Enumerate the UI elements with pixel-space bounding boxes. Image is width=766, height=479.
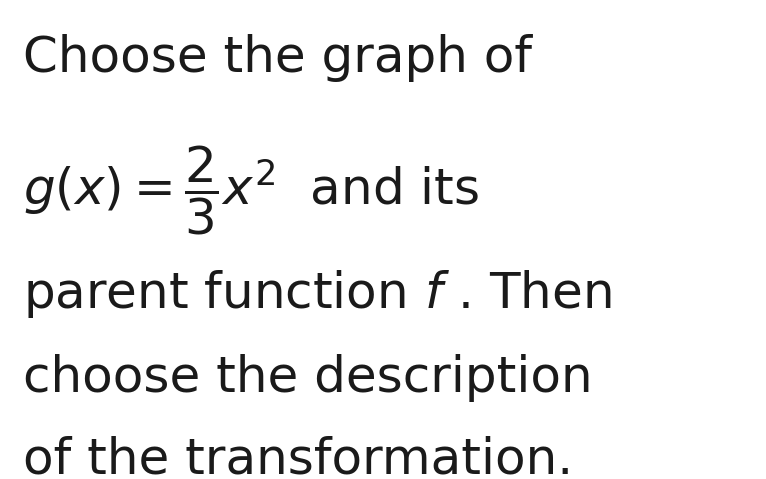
Text: of the transformation.: of the transformation.	[23, 436, 573, 479]
Text: Choose the graph of: Choose the graph of	[23, 34, 532, 81]
Text: choose the description: choose the description	[23, 354, 593, 402]
Text: parent function $f$ . Then: parent function $f$ . Then	[23, 268, 612, 320]
Text: $g(x) = \dfrac{2}{3}x^2$  and its: $g(x) = \dfrac{2}{3}x^2$ and its	[23, 144, 479, 237]
